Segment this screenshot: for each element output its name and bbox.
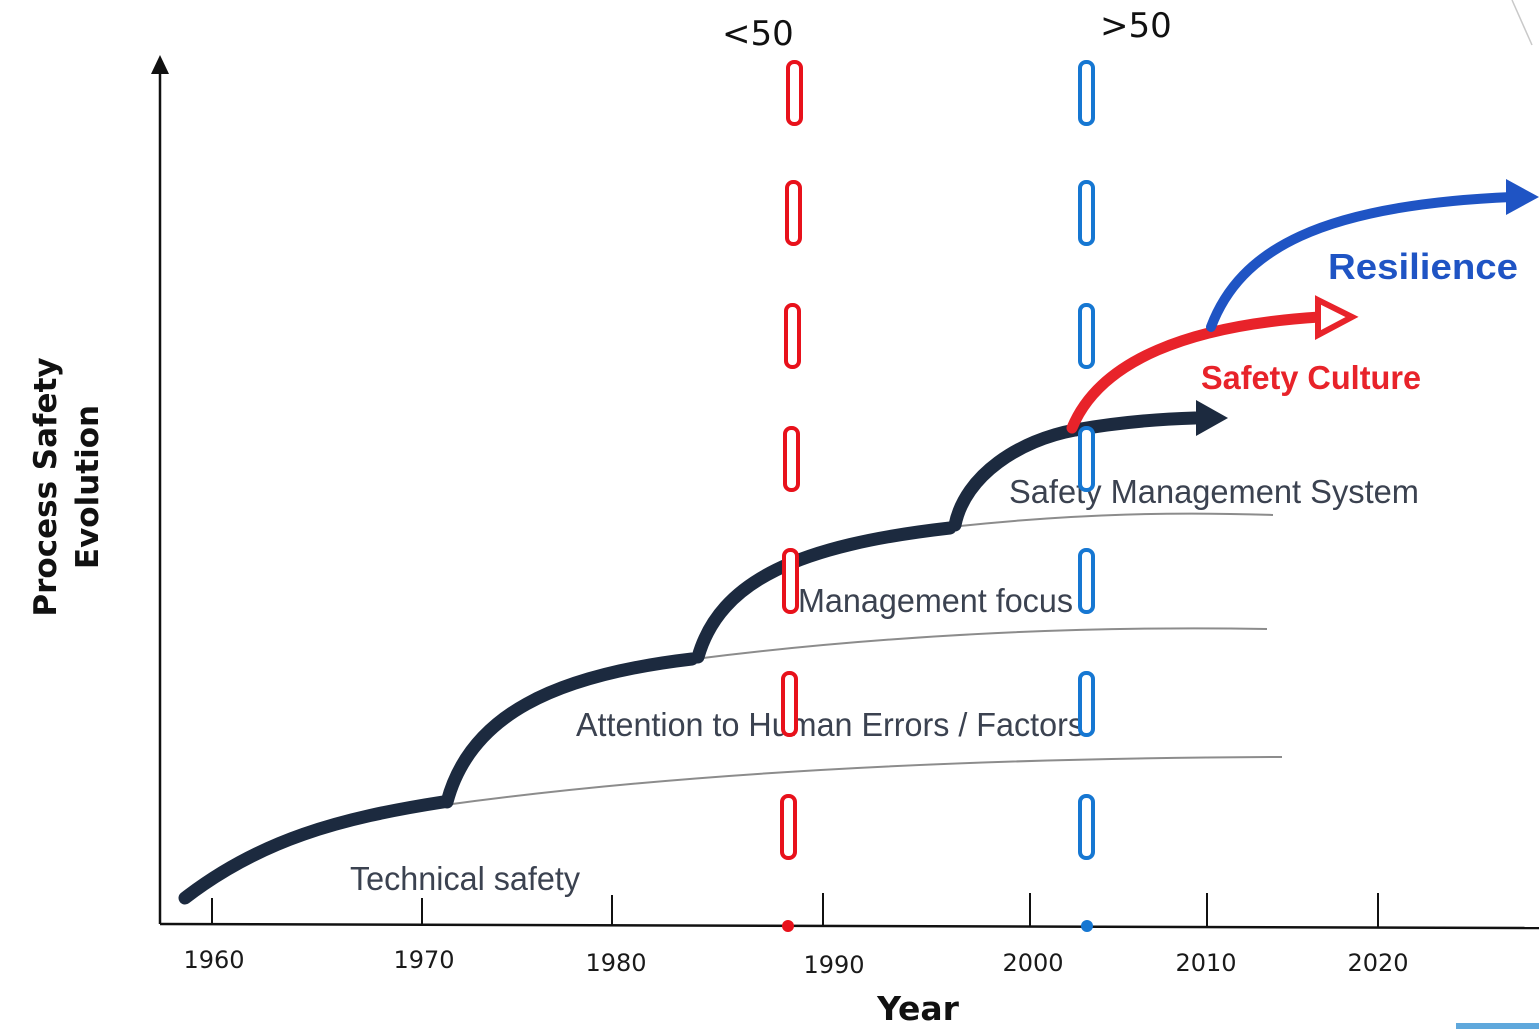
safety-culture-arrowhead-icon xyxy=(1315,295,1359,340)
x-axis-label: Year xyxy=(876,989,960,1028)
tick-label-2000: 2000 xyxy=(1002,949,1063,977)
stage-label-management: Management focus xyxy=(798,582,1073,619)
tick-label-1990: 1990 xyxy=(803,951,864,979)
stage-label-safety-culture: Safety Culture xyxy=(1201,359,1421,396)
dash-right xyxy=(1078,303,1095,369)
tick-label-2020: 2020 xyxy=(1347,949,1408,977)
corner-line xyxy=(1511,0,1533,46)
stage-label-technical: Technical safety xyxy=(350,860,580,897)
x-ticks xyxy=(211,893,1379,927)
baseline-human-factors xyxy=(444,756,1283,806)
threshold-dot-right xyxy=(1081,920,1093,932)
tick-label-1980: 1980 xyxy=(585,949,646,977)
x-axis xyxy=(159,922,1539,930)
stage-curve-sms-arrow xyxy=(1068,411,1202,437)
stage-label-sms: Safety Management System xyxy=(1009,473,1419,510)
threshold-dot-left xyxy=(782,920,794,932)
stage-label-resilience: Resilience xyxy=(1328,246,1518,287)
tick-label-1970: 1970 xyxy=(393,946,454,974)
safety-culture-curve xyxy=(1066,311,1326,434)
dash-right xyxy=(1078,548,1095,614)
dash-left xyxy=(786,60,803,126)
dash-left xyxy=(782,548,799,614)
dash-left xyxy=(785,180,802,246)
y-axis-arrow-icon xyxy=(151,55,169,74)
corner-decoration xyxy=(1456,1023,1539,1029)
stage-curve-sms xyxy=(948,423,1082,532)
resilience-arrowhead-icon xyxy=(1506,179,1539,215)
dash-left xyxy=(784,303,801,369)
dash-right xyxy=(1078,794,1095,860)
dash-right xyxy=(1078,426,1095,492)
dash-left xyxy=(781,671,798,737)
dash-right xyxy=(1078,671,1095,737)
baseline-sms xyxy=(949,512,1274,528)
dash-left xyxy=(780,794,797,860)
threshold-line-left xyxy=(780,60,803,860)
threshold-line-right xyxy=(1078,60,1095,860)
baseline-management xyxy=(694,627,1268,660)
threshold-label-right: >50 xyxy=(1100,6,1172,46)
resilience-curve xyxy=(1206,192,1517,332)
dash-right xyxy=(1078,180,1095,246)
threshold-label-left: <50 xyxy=(722,14,794,54)
dash-right xyxy=(1078,60,1095,126)
tick-label-1960: 1960 xyxy=(183,946,244,974)
tick-label-2010: 2010 xyxy=(1175,949,1236,977)
dash-left xyxy=(783,426,800,492)
stage-label-human-factors: Attention to Human Errors / Factors xyxy=(576,706,1084,743)
y-axis-label-line1: Process Safety xyxy=(28,357,64,616)
y-axis-label-line2: Evolution xyxy=(70,405,106,569)
stage-curve-human-factors xyxy=(440,652,699,809)
dark-arrowhead-icon xyxy=(1196,400,1228,436)
stage-curve-technical xyxy=(178,795,450,905)
stage-curve-management xyxy=(691,521,957,664)
